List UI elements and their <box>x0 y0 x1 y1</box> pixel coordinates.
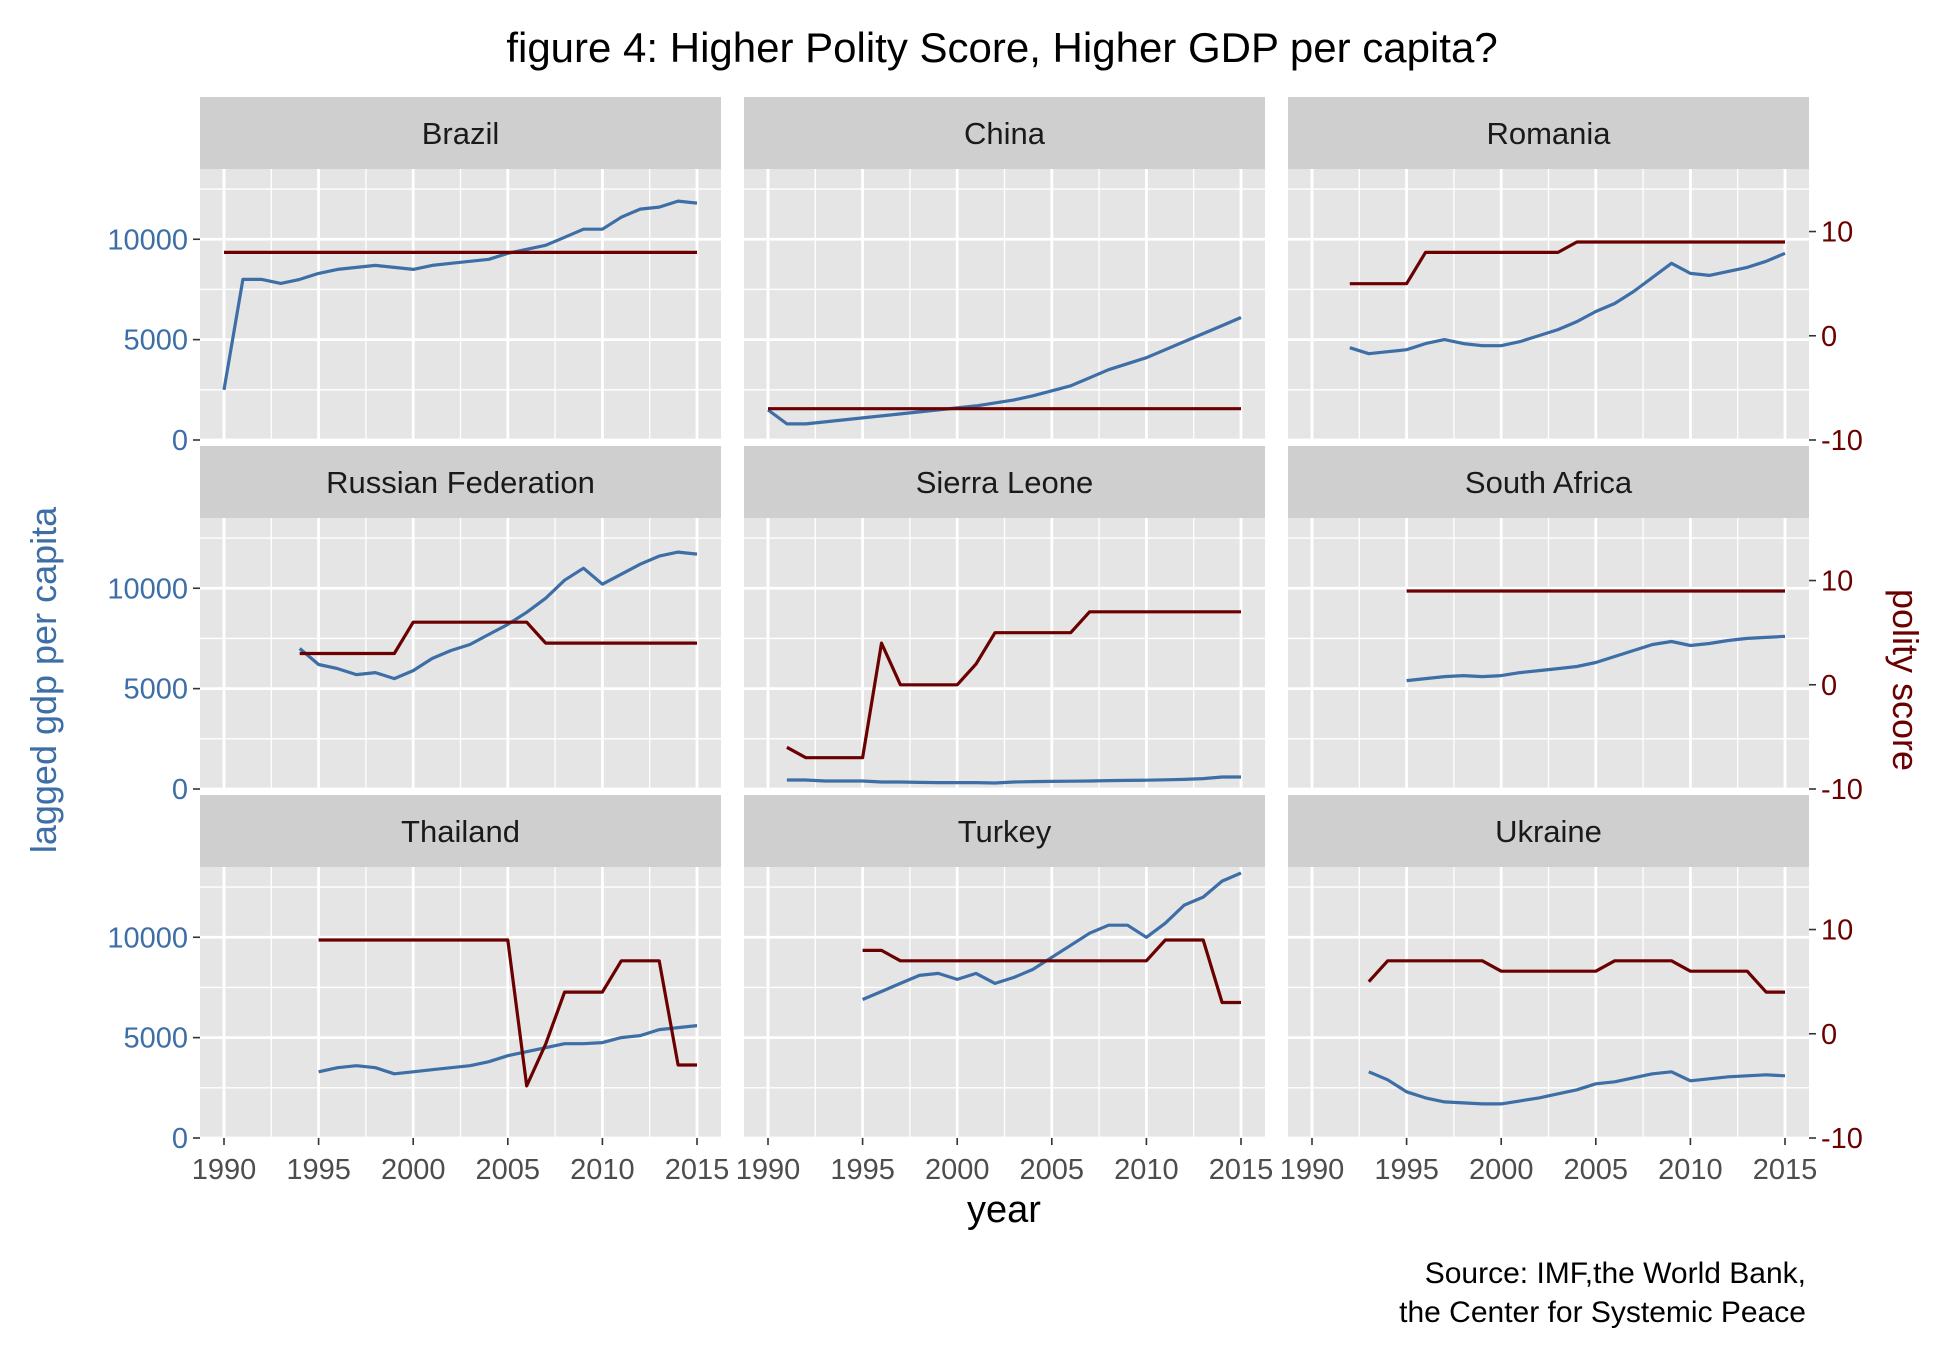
y-tick-label: 5000 <box>123 674 188 706</box>
panel-south-africa: South Africa -10 0 10 <box>1288 446 1863 806</box>
panel-strip <box>200 97 721 169</box>
panel-brazil: Brazil 0 5000 10000 <box>107 97 721 457</box>
panel-strip <box>200 795 721 867</box>
gdp-series-line <box>222 199 698 391</box>
panel-strip-label: Romania <box>1486 116 1611 151</box>
panel-sierra-leone: Sierra Leone <box>744 446 1265 791</box>
panel-strip-label: Ukraine <box>1495 814 1602 849</box>
x-tick-label: 2005 <box>1564 1154 1629 1186</box>
x-tick-label: 2010 <box>570 1154 635 1186</box>
panel-strip-label: Russian Federation <box>326 465 595 500</box>
gdp-series-line <box>786 775 1241 785</box>
x-tick-label: 2010 <box>1114 1154 1179 1186</box>
y2-tick-label: 0 <box>1821 1019 1837 1051</box>
x-tick-label: 2005 <box>1020 1154 1085 1186</box>
y2-tick-label: -10 <box>1821 1123 1863 1155</box>
y-tick-label: 0 <box>172 1123 188 1155</box>
y2-tick-label: -10 <box>1821 425 1863 457</box>
x-tick-label: 1990 <box>1280 1154 1345 1186</box>
polity-series-line <box>786 610 1241 760</box>
polity-series-line <box>1367 959 1785 994</box>
panel-turkey: Turkey 1990 1995 2000 2005 2010 2015 <box>736 795 1274 1186</box>
x-tick-label: 2010 <box>1658 1154 1723 1186</box>
gdp-series-line <box>1368 1070 1786 1106</box>
panel-thailand: Thailand 0 5000 10000 1990 1995 2000 2005 2010 20… <box>107 795 729 1186</box>
polity-series-line <box>1349 240 1785 286</box>
polity-series-line <box>862 938 1241 1005</box>
y2-tick-label: 10 <box>1821 915 1853 947</box>
panel-strip <box>1288 795 1809 867</box>
y-axis-title: lagged gdp per capita <box>23 506 64 853</box>
x-tick-label: 1990 <box>736 1154 801 1186</box>
x-tick-label: 1995 <box>1374 1154 1439 1186</box>
x-tick-label: 2000 <box>381 1154 446 1186</box>
y-tick-label: 10000 <box>107 573 188 605</box>
y2-tick-label: 0 <box>1821 321 1837 353</box>
panel-russian-federation: Russian Federation 0 5000 10000 <box>107 446 721 806</box>
panel-strip <box>1288 446 1809 518</box>
x-tick-label: 1990 <box>192 1154 257 1186</box>
gdp-series-line <box>861 871 1242 1001</box>
chart-title: figure 4: Higher Polity Score, Higher GD… <box>506 24 1497 71</box>
gdp-series-line <box>318 1024 698 1076</box>
y-tick-label: 0 <box>172 425 188 457</box>
panel-strip-label: Turkey <box>958 814 1052 849</box>
x-tick-label: 1995 <box>830 1154 895 1186</box>
y-tick-label: 5000 <box>123 1023 188 1055</box>
panel-ukraine: Ukraine -10 0 10 1990 1995 2000 2005 2010 2015 <box>1280 795 1863 1186</box>
polity-series-line <box>318 938 697 1088</box>
panel-strip-label: Brazil <box>422 116 500 151</box>
polity-series-line <box>299 620 697 656</box>
y2-tick-label: 10 <box>1821 566 1853 598</box>
x-tick-label: 1995 <box>286 1154 351 1186</box>
panel-strip-label: South Africa <box>1465 465 1633 500</box>
panel-china: China <box>744 97 1265 442</box>
gdp-series-line <box>1406 634 1786 683</box>
x-tick-label: 2000 <box>925 1154 990 1186</box>
caption-line-1: Source: IMF,the World Bank, <box>1425 1257 1806 1290</box>
y-tick-label: 10000 <box>107 922 188 954</box>
x-tick-label: 2015 <box>665 1154 730 1186</box>
x-tick-label: 2005 <box>476 1154 541 1186</box>
gdp-series-line <box>1349 251 1786 356</box>
panel-strip <box>200 446 721 518</box>
panel-strip <box>744 795 1265 867</box>
panel-strip <box>744 97 1265 169</box>
panel-strip-label: Thailand <box>401 814 520 849</box>
y-tick-label: 0 <box>172 774 188 806</box>
panel-strip-label: Sierra Leone <box>916 465 1094 500</box>
panel-romania: Romania -10 0 10 <box>1288 97 1863 457</box>
caption-line-2: the Center for Systemic Peace <box>1399 1296 1806 1329</box>
y-tick-label: 10000 <box>107 224 188 256</box>
gdp-series-line <box>298 550 698 681</box>
panel-strip-label: China <box>964 116 1046 151</box>
panel-strip <box>1288 97 1809 169</box>
y2-tick-label: 0 <box>1821 670 1837 702</box>
x-tick-label: 2000 <box>1469 1154 1534 1186</box>
y-tick-label: 5000 <box>123 325 188 357</box>
y2-tick-label: -10 <box>1821 774 1863 806</box>
y2-tick-label: 10 <box>1821 217 1853 249</box>
y2-axis-title: polity score <box>1885 589 1926 771</box>
gdp-series-line <box>767 316 1242 426</box>
x-tick-label: 2015 <box>1209 1154 1274 1186</box>
panel-strip <box>744 446 1265 518</box>
x-axis-title: year <box>967 1189 1041 1231</box>
x-tick-label: 2015 <box>1753 1154 1818 1186</box>
